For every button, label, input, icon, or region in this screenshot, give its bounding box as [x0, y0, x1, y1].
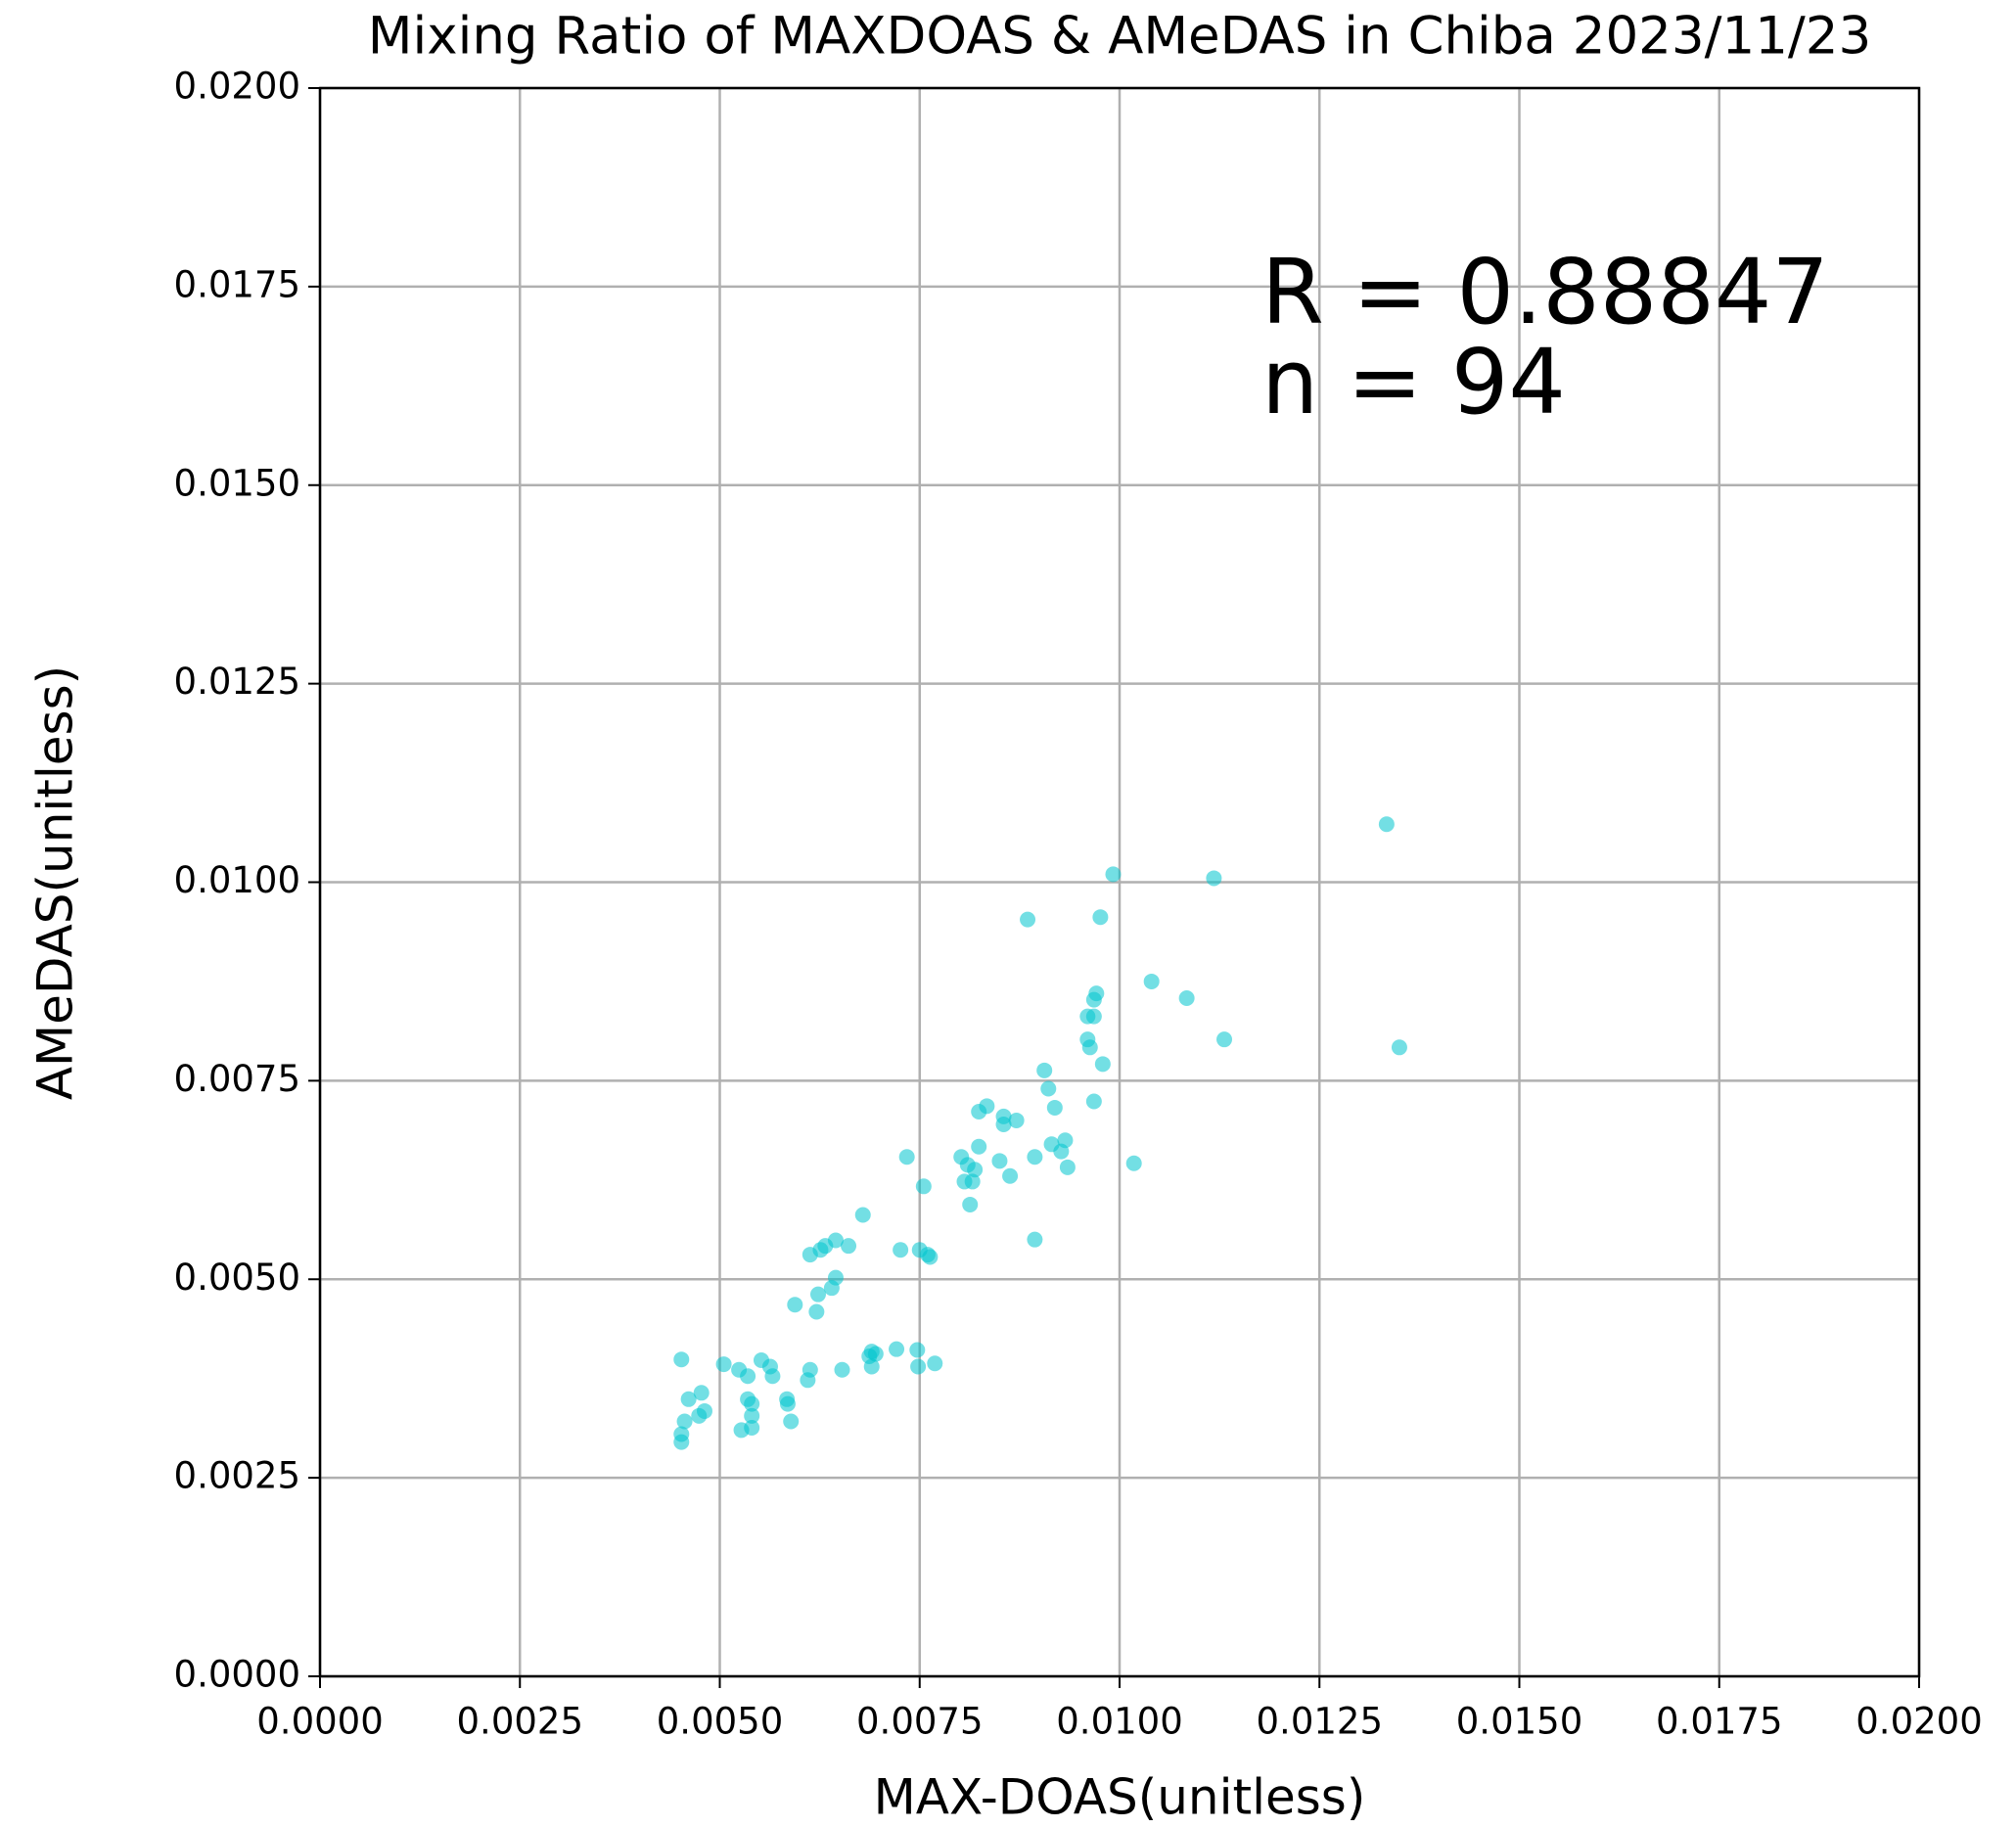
point — [1027, 1149, 1043, 1165]
point — [1092, 909, 1109, 926]
point — [680, 1391, 697, 1407]
point — [1085, 991, 1102, 1008]
point — [1027, 1231, 1043, 1248]
point — [1178, 989, 1195, 1006]
point — [867, 1346, 884, 1362]
point — [909, 1342, 926, 1358]
point — [1216, 1031, 1233, 1048]
y-tick-label: 0.0200 — [174, 66, 300, 108]
point — [693, 1385, 710, 1401]
point — [971, 1138, 987, 1155]
x-axis-label: MAX-DOAS(unitless) — [874, 1769, 1366, 1826]
y-tick-label: 0.0125 — [174, 661, 300, 703]
point — [1008, 1112, 1025, 1128]
point — [1081, 1039, 1098, 1056]
point — [787, 1297, 803, 1313]
y-tick-label: 0.0050 — [174, 1257, 300, 1299]
x-tick-label: 0.0125 — [1257, 1701, 1383, 1743]
point — [673, 1351, 690, 1368]
x-tick-label: 0.0200 — [1856, 1701, 1982, 1743]
point — [744, 1407, 760, 1424]
point — [863, 1358, 880, 1375]
point — [783, 1413, 800, 1430]
point — [889, 1341, 905, 1357]
point — [1085, 1093, 1102, 1110]
point — [893, 1242, 909, 1258]
chart-title: Mixing Ratio of MAXDOAS & AMeDAS in Chib… — [368, 7, 1871, 67]
y-axis-label: AMeDAS(unitless) — [27, 665, 84, 1100]
x-tick-label: 0.0150 — [1456, 1701, 1582, 1743]
point — [962, 1196, 979, 1212]
x-tick-label: 0.0000 — [256, 1701, 383, 1743]
point — [779, 1395, 796, 1412]
point — [1125, 1155, 1142, 1171]
point — [1020, 911, 1036, 928]
point — [715, 1356, 732, 1373]
point — [1036, 1062, 1053, 1078]
point — [1057, 1132, 1074, 1149]
point — [1059, 1159, 1076, 1175]
point — [1046, 1099, 1063, 1116]
y-tick-label: 0.0175 — [174, 263, 300, 305]
plot-frame — [318, 86, 1921, 1678]
point — [1085, 1008, 1102, 1025]
point — [971, 1104, 987, 1120]
point — [764, 1368, 781, 1385]
annotation: n = 94 — [1261, 330, 1566, 434]
point — [915, 1178, 932, 1195]
y-tick-label: 0.0075 — [174, 1058, 300, 1100]
point — [841, 1238, 857, 1255]
point — [808, 1303, 825, 1320]
point — [802, 1247, 818, 1263]
point — [733, 1422, 750, 1439]
point — [898, 1149, 915, 1165]
point — [1040, 1080, 1057, 1097]
x-tick-label: 0.0025 — [457, 1701, 583, 1743]
point — [834, 1361, 850, 1378]
point — [691, 1407, 708, 1424]
annotation: R = 0.88847 — [1261, 240, 1829, 344]
point — [910, 1358, 927, 1375]
point — [744, 1395, 760, 1412]
x-tick-label: 0.0075 — [856, 1701, 983, 1743]
point — [964, 1173, 981, 1190]
point — [676, 1413, 693, 1430]
y-tick-label: 0.0025 — [174, 1455, 300, 1497]
point — [991, 1153, 1008, 1169]
point — [1105, 866, 1122, 883]
point — [1378, 816, 1395, 833]
point — [740, 1368, 756, 1385]
y-tick-label: 0.0000 — [174, 1654, 300, 1696]
y-tick-label: 0.0100 — [174, 859, 300, 901]
point — [823, 1280, 840, 1297]
point — [995, 1117, 1012, 1133]
y-tick-label: 0.0150 — [174, 462, 300, 504]
point — [809, 1286, 826, 1302]
point — [1143, 973, 1160, 989]
x-tick-label: 0.0050 — [657, 1701, 783, 1743]
point — [927, 1355, 943, 1372]
point — [1206, 870, 1222, 887]
point — [800, 1372, 816, 1389]
point — [922, 1249, 939, 1265]
x-tick-label: 0.0175 — [1656, 1701, 1782, 1743]
x-tick-label: 0.0100 — [1056, 1701, 1182, 1743]
point — [673, 1434, 690, 1450]
point — [1002, 1167, 1019, 1184]
point — [1391, 1039, 1407, 1056]
point — [959, 1157, 976, 1173]
point — [1094, 1056, 1111, 1073]
point — [854, 1207, 871, 1223]
